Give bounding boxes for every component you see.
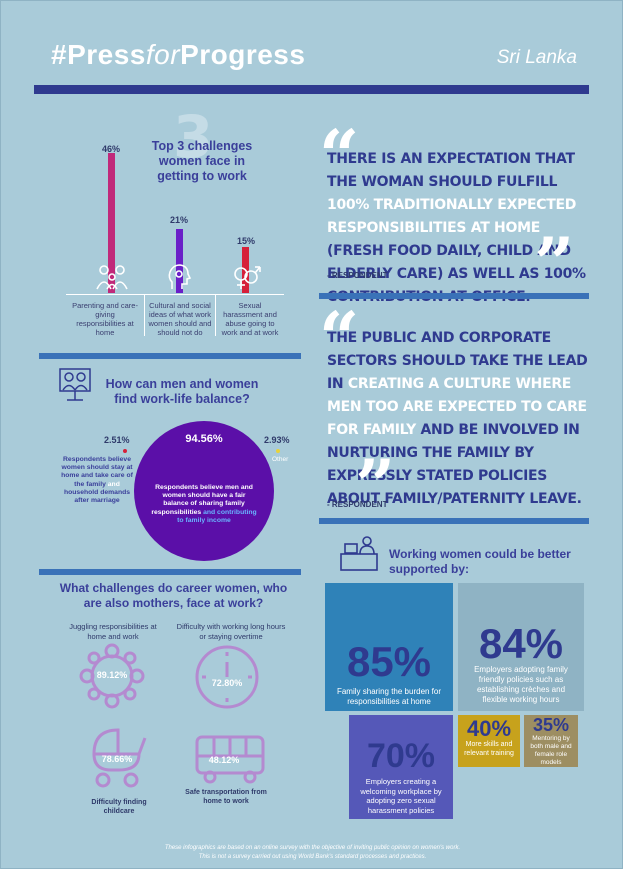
- balance-circle: [134, 421, 274, 561]
- support-tile-35: 35% Mentoring by both male and female ro…: [524, 715, 578, 767]
- support-tile-40: 40% More skills and relevant training: [458, 715, 520, 767]
- balance-left-dot: [123, 449, 127, 453]
- desk-worker-icon: [340, 536, 378, 571]
- balance-main-pct: 94.56%: [185, 433, 223, 445]
- clock-icon: [195, 645, 259, 709]
- mothers-item-1-pct: 89.12%: [96, 670, 128, 680]
- country-label: Sri Lanka: [496, 47, 577, 68]
- bus-icon: [195, 735, 265, 784]
- section-divider-left-2: [39, 569, 301, 575]
- challenges-separator-1: [144, 294, 145, 336]
- quote2-open-mark: “: [319, 296, 360, 379]
- quote1-source: - RESPONDENT: [327, 271, 388, 280]
- quote2-source: - RESPONDENT: [327, 500, 388, 509]
- family-icon: [96, 265, 128, 290]
- challenges-baseline: [66, 294, 284, 295]
- support-tile-84: 84% Employers adopting family friendly p…: [458, 583, 584, 711]
- mothers-item-2-pct: 72.80%: [211, 678, 243, 688]
- page-title: #PressforProgress: [51, 39, 306, 70]
- challenge-3-label: Sexual harassment and abuse going to wor…: [221, 301, 279, 337]
- challenge-3-pct: 15%: [236, 236, 255, 246]
- challenge-2-label: Cultural and social ideas of what work w…: [148, 301, 212, 337]
- mothers-item-3-label: Difficulty finding childcare: [91, 799, 147, 815]
- balance-right-dot: [276, 449, 280, 453]
- section-divider-right-1: [319, 293, 589, 299]
- balance-main-label: Respondents believe men and women should…: [151, 484, 257, 524]
- support-tile-70: 70% Employers creating a welcoming workp…: [349, 715, 453, 819]
- quote2-text: THE PUBLIC AND CORPORATE SECTORS SHOULD …: [327, 330, 588, 507]
- challenge-bar-cultural: [176, 229, 183, 293]
- pram-icon: [92, 728, 147, 788]
- footer-note: These infographics are based on an onlin…: [164, 845, 461, 860]
- support-tile-85: 85% Family sharing the burden for respon…: [325, 583, 453, 711]
- mothers-item-1-label: Juggling responsibilities at home and wo…: [69, 622, 157, 641]
- big-3-watermark: 3: [173, 103, 214, 171]
- gender-symbols-icon: [234, 266, 261, 289]
- section-divider-left-1: [39, 353, 301, 359]
- mothers-item-4-label: Safe transportation from home to work: [185, 789, 267, 805]
- challenge-2-pct: 21%: [169, 215, 188, 225]
- challenge-1-pct: 46%: [101, 144, 120, 154]
- culture-head-icon: [168, 264, 192, 289]
- balance-right-pct: 2.93%: [264, 435, 290, 445]
- balance-left-label: Respondents believe women should stay at…: [61, 456, 133, 505]
- mothers-item-2-label: Difficulty with working long hours or st…: [176, 622, 286, 641]
- quote2-close-mark: ”: [355, 444, 396, 527]
- couple-icon: [59, 368, 91, 401]
- balance-right-label: Other: [272, 456, 289, 463]
- balance-left-pct: 2.51%: [104, 435, 130, 445]
- balance-title: How can men and women find work-life bal…: [105, 377, 259, 406]
- mothers-item-4-pct: 48.12%: [208, 755, 240, 765]
- quote1-close-mark: ”: [534, 222, 575, 305]
- challenge-1-label: Parenting and care-giving responsibiliti…: [72, 301, 138, 337]
- header-divider: [34, 85, 589, 94]
- quote1-open-mark: “: [319, 114, 360, 197]
- support-title: Working women could be better supported …: [389, 547, 571, 576]
- juggling-ring-icon: [79, 643, 145, 709]
- challenge-bar-parenting: [108, 153, 115, 293]
- mothers-item-3-pct: 78.66%: [101, 754, 133, 764]
- challenges-title: Top 3 challenges women face in getting t…: [151, 139, 253, 183]
- challenges-separator-2: [215, 294, 216, 336]
- section-divider-right-2: [319, 518, 589, 524]
- mothers-title: What challenges do career women, who are…: [59, 581, 288, 610]
